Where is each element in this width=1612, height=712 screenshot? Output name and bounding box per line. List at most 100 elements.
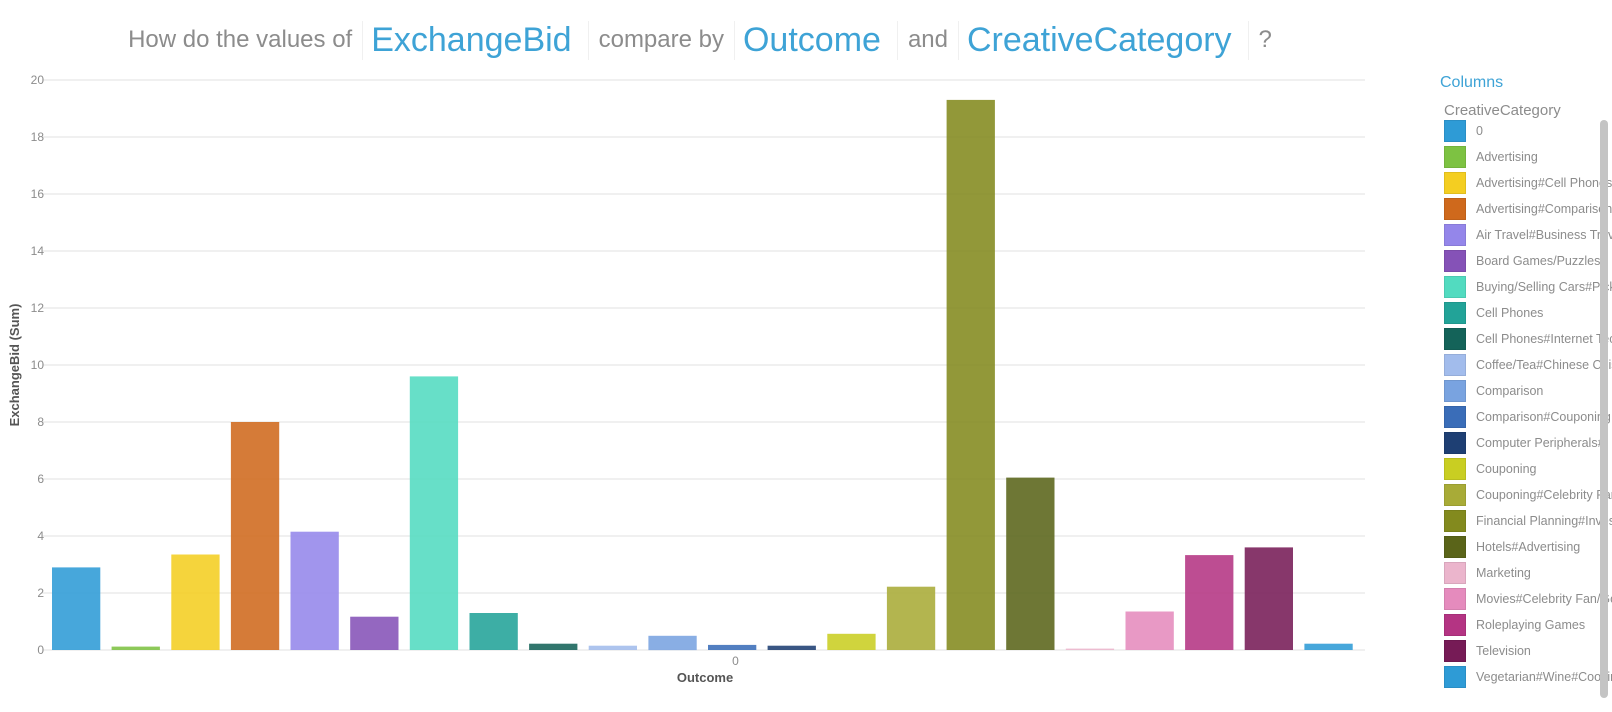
legend-label: Cell Phones#Internet Tech	[1476, 332, 1612, 346]
bar[interactable]	[1185, 555, 1234, 650]
legend-item[interactable]: Couponing#Celebrity Fan	[1444, 482, 1612, 508]
legend-label: Vegetarian#Wine#Cooking	[1476, 670, 1612, 684]
legend-label: Cell Phones	[1476, 306, 1544, 320]
legend-title[interactable]: Columns	[1440, 74, 1504, 91]
legend-swatch	[1444, 666, 1466, 688]
dimension1-selector[interactable]: Outcome	[733, 20, 898, 60]
y-tick-label: 16	[31, 187, 45, 201]
bar[interactable]	[1304, 643, 1353, 650]
legend-label: 0	[1476, 124, 1483, 138]
bar[interactable]	[171, 554, 220, 651]
legend-item[interactable]: Advertising#Cell Phones	[1444, 170, 1612, 196]
y-tick-label: 8	[37, 415, 44, 429]
x-tick-label: 0	[732, 654, 739, 668]
bar[interactable]	[290, 531, 339, 650]
legend-item[interactable]: Cell Phones#Internet Tech	[1444, 326, 1612, 352]
y-axis-ticks: 0 2 4 6 8 10 12 14 16 18 20	[31, 73, 45, 657]
legend-swatch	[1444, 406, 1466, 428]
legend-swatch	[1444, 458, 1466, 480]
legend-item[interactable]: Computer Peripherals#	[1444, 430, 1612, 456]
question-prefix: How do the values of	[128, 26, 353, 53]
legend-item[interactable]: Cell Phones	[1444, 300, 1612, 326]
bar[interactable]	[52, 567, 101, 650]
legend-label: Roleplaying Games	[1476, 618, 1586, 632]
question-conjunction: and	[907, 26, 948, 53]
legend-label: Air Travel#Business Travel	[1476, 228, 1612, 242]
legend-label: Couponing	[1476, 462, 1537, 476]
bar[interactable]	[1244, 547, 1293, 650]
legend-item[interactable]: Advertising#Comparison	[1444, 196, 1612, 222]
legend-item[interactable]: Movies#Celebrity Fan/Gossip	[1444, 586, 1612, 612]
legend-label: Couponing#Celebrity Fan	[1476, 488, 1612, 502]
bar[interactable]	[409, 376, 459, 650]
legend-swatch	[1444, 120, 1466, 142]
bar[interactable]	[469, 613, 518, 650]
legend-item[interactable]: Coffee/Tea#Chinese Cuisine	[1444, 352, 1612, 378]
legend-item[interactable]: Comparison	[1444, 378, 1612, 404]
legend-item[interactable]: Couponing	[1444, 456, 1612, 482]
chart-bars	[52, 99, 1353, 651]
legend-item[interactable]: Television	[1444, 638, 1612, 664]
legend-swatch	[1444, 614, 1466, 636]
legend-swatch	[1444, 354, 1466, 376]
bar[interactable]	[886, 586, 936, 650]
y-axis-title: ExchangeBid (Sum)	[7, 304, 22, 427]
legend-swatch	[1444, 510, 1466, 532]
bar[interactable]	[708, 644, 757, 650]
legend-label: Advertising#Cell Phones	[1476, 176, 1612, 190]
legend-scrollbar[interactable]	[1600, 120, 1608, 698]
legend-label: Advertising	[1476, 150, 1538, 164]
bar[interactable]	[648, 635, 697, 651]
x-axis-title: Outcome	[677, 670, 733, 685]
legend-label: Television	[1476, 644, 1531, 658]
legend-swatch	[1444, 562, 1466, 584]
legend-swatch	[1444, 172, 1466, 194]
legend-item[interactable]: 0	[1444, 118, 1612, 144]
legend-item[interactable]: Air Travel#Business Travel	[1444, 222, 1612, 248]
bar[interactable]	[1006, 477, 1055, 650]
bar[interactable]	[1125, 611, 1174, 651]
y-tick-label: 10	[31, 358, 45, 372]
legend-item[interactable]: Advertising	[1444, 144, 1612, 170]
bar[interactable]	[588, 645, 637, 650]
legend-item[interactable]: Marketing	[1444, 560, 1612, 586]
bar[interactable]	[946, 99, 995, 650]
legend-item[interactable]: Buying/Selling Cars#Pickup	[1444, 274, 1612, 300]
bar[interactable]	[230, 422, 280, 650]
legend-item[interactable]: Financial Planning#Investing	[1444, 508, 1612, 534]
legend-swatch	[1444, 250, 1466, 272]
bar[interactable]	[1065, 648, 1115, 650]
bar[interactable]	[767, 645, 816, 650]
legend-item[interactable]: Comparison#Couponing	[1444, 404, 1612, 430]
legend-label: Marketing	[1476, 566, 1531, 580]
legend-swatch	[1444, 224, 1466, 246]
bar[interactable]	[529, 643, 578, 650]
bar[interactable]	[350, 616, 399, 650]
y-tick-label: 12	[31, 301, 45, 315]
legend-label: Advertising#Comparison	[1476, 202, 1612, 216]
legend-item[interactable]: Vegetarian#Wine#Cooking	[1444, 664, 1612, 690]
bar[interactable]	[111, 646, 160, 650]
legend-swatch	[1444, 536, 1466, 558]
y-tick-label: 4	[37, 529, 44, 543]
legend-swatch	[1444, 146, 1466, 168]
legend-label: Comparison#Couponing	[1476, 410, 1611, 424]
legend-item[interactable]: Board Games/Puzzles	[1444, 248, 1612, 274]
dimension2-selector[interactable]: CreativeCategory	[957, 20, 1249, 60]
y-tick-label: 6	[37, 472, 44, 486]
legend-item[interactable]: Hotels#Advertising	[1444, 534, 1612, 560]
question-bar: How do the values of ExchangeBid compare…	[0, 0, 1400, 80]
bar-chart: 0 2 4 6 8 10 12 14 16 18 20 0 Outcome ExchangeBid …	[7, 73, 1365, 685]
bar[interactable]	[827, 633, 876, 650]
legend-swatch	[1444, 198, 1466, 220]
legend-label: Coffee/Tea#Chinese Cuisine	[1476, 358, 1612, 372]
y-tick-label: 20	[31, 73, 45, 87]
measure-selector[interactable]: ExchangeBid	[362, 20, 589, 60]
legend-subtitle: CreativeCategory	[1444, 102, 1561, 119]
y-tick-label: 18	[31, 130, 45, 144]
legend-item[interactable]: Roleplaying Games	[1444, 612, 1612, 638]
legend-list: 0 Advertising Advertising#Cell Phones Adver…	[1444, 118, 1612, 690]
legend-label: Comparison	[1476, 384, 1544, 398]
legend-label: Hotels#Advertising	[1476, 540, 1581, 554]
question-middle: compare by	[598, 26, 724, 53]
